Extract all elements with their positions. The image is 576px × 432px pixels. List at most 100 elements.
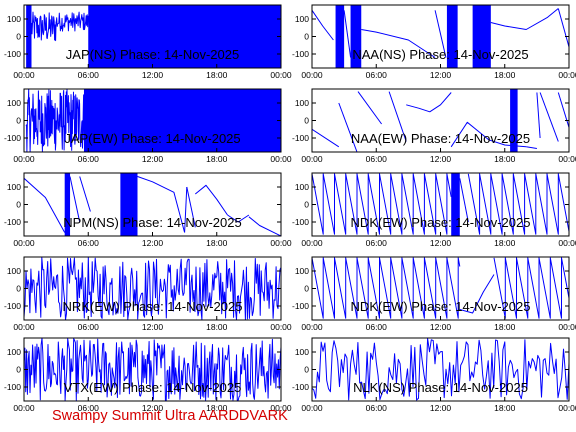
x-tick-label: 18:00 [206,154,228,164]
panel-title: JAP(NS) Phase: 14-Nov-2025 [66,47,239,62]
footer-label: Swampy Summit Ultra AARDDVARK [52,408,288,424]
phase-trace-4-11 [557,92,569,128]
phase-trace-4-9 [536,92,541,139]
y-tick-label: 0 [304,32,309,42]
phase-series [312,338,569,401]
phase-trace-1-3 [55,11,89,32]
x-tick-label: 00:00 [13,322,35,332]
panel-title: JAP(EW) Phase: 14-Nov-2025 [64,131,240,146]
x-tick-label: 12:00 [142,403,164,413]
phase-series [24,257,281,320]
phase-trace-1-4 [88,5,281,68]
phase-series [312,5,569,68]
x-tick-label: 06:00 [78,154,100,164]
x-tick-label: 00:00 [270,403,292,413]
phase-trace-8-2 [459,274,495,314]
phase-trace-2-6 [434,10,447,58]
x-tick-label: 06:00 [366,403,388,413]
x-tick-label: 06:00 [366,70,388,80]
x-tick-label: 00:00 [13,70,35,80]
panel-title: NLK(NS) Phase: 14-Nov-2025 [353,380,528,395]
phase-trace-5-11 [248,216,281,236]
phase-trace-1-1 [26,5,32,68]
phase-trace-9-1 [24,338,281,401]
phase-trace-5-6 [137,176,186,233]
x-tick-label: 06:00 [78,70,100,80]
x-tick-label: 00:00 [301,154,323,164]
phase-trace-5-8 [186,186,196,228]
phase-trace-6-4 [467,173,569,235]
y-tick-label: 100 [295,98,309,108]
x-tick-label: 12:00 [142,154,164,164]
phase-trace-1-2 [31,11,57,42]
y-tick-label: 100 [7,266,21,276]
chart-panel-8: 100 0 -100 00:00 06:00 12:00 18:00 00:00 NDK(EW)… [292,256,576,332]
y-tick-label: -100 [292,217,309,227]
phase-trace-8-1 [312,257,461,319]
phase-series [25,89,281,152]
x-tick-label: 12:00 [142,70,164,80]
y-tick-label: 0 [304,284,309,294]
y-tick-label: -100 [4,49,21,59]
chart-panel-6: 100 0 -100 00:00 06:00 12:00 18:00 00:00 NDK(EW)… [292,172,576,248]
phase-trace-4-1 [312,128,340,148]
y-tick-label: 0 [16,32,21,42]
panel-title: NDK(EW) Phase: 14-Nov-2025 [351,215,531,230]
x-tick-label: 18:00 [206,322,228,332]
phase-trace-4-10 [539,92,559,142]
chart-panel-10: 100 0 -100 00:00 06:00 12:00 18:00 00:00 NLK(NS)… [292,337,576,413]
x-tick-label: 00:00 [13,403,35,413]
phase-trace-3-1 [25,89,85,152]
chart-panel-9: 100 0 -100 00:00 06:00 12:00 18:00 00:00 VTX(EW)… [4,337,292,413]
y-tick-label: 0 [304,200,309,210]
x-tick-label: 00:00 [13,238,35,248]
y-tick-label: -100 [4,217,21,227]
x-tick-label: 00:00 [301,322,323,332]
phase-trace-4-2 [338,102,358,152]
phase-trace-5-7 [184,186,188,233]
x-tick-label: 00:00 [558,154,576,164]
y-tick-label: -100 [4,301,21,311]
panel-title: VTX(EW) Phase: 14-Nov-2025 [64,380,242,395]
chart-panel-1: 100 0 -100 00:00 06:00 12:00 18:00 00:00 JAP(NS)… [4,4,292,80]
panel-title: NRK(EW) Phase: 14-Nov-2025 [63,299,243,314]
x-tick-label: 06:00 [366,322,388,332]
phase-trace-2-1 [312,10,334,41]
phase-series [312,257,569,319]
chart-panel-3: 100 0 -100 00:00 06:00 12:00 18:00 00:00 JAP(EW)… [4,88,292,164]
x-tick-label: 00:00 [301,70,323,80]
x-tick-label: 18:00 [206,403,228,413]
x-tick-label: 18:00 [494,70,516,80]
y-tick-label: 100 [295,347,309,357]
phase-series [26,5,281,68]
x-tick-label: 00:00 [558,238,576,248]
y-tick-label: 100 [295,14,309,24]
y-tick-label: -100 [4,382,21,392]
phase-trace-2-5 [361,29,436,58]
phase-trace-6-3 [459,178,469,223]
phase-trace-4-3 [357,91,383,125]
y-tick-label: 100 [7,14,21,24]
phase-trace-6-2 [451,173,460,236]
phase-trace-5-3 [69,176,81,223]
phase-trace-3-2 [83,89,281,152]
x-tick-label: 18:00 [494,322,516,332]
phase-trace-5-9 [194,184,228,216]
x-tick-label: 00:00 [301,238,323,248]
phase-trace-2-9 [490,8,559,30]
x-tick-label: 00:00 [270,322,292,332]
phase-trace-4-4 [388,91,407,142]
phase-trace-4-7 [510,89,518,152]
chart-panel-5: 100 0 -100 00:00 06:00 12:00 18:00 00:00 NPM(NS)… [4,172,292,248]
phase-trace-2-7 [446,5,458,68]
y-tick-label: 100 [7,182,21,192]
x-tick-label: 12:00 [142,322,164,332]
y-tick-label: 0 [16,116,21,126]
y-tick-label: -100 [292,49,309,59]
x-tick-label: 12:00 [430,238,452,248]
phase-trace-5-2 [64,173,71,236]
x-tick-label: 06:00 [78,322,100,332]
phase-trace-2-3 [343,10,352,58]
phase-trace-6-1 [312,173,452,235]
